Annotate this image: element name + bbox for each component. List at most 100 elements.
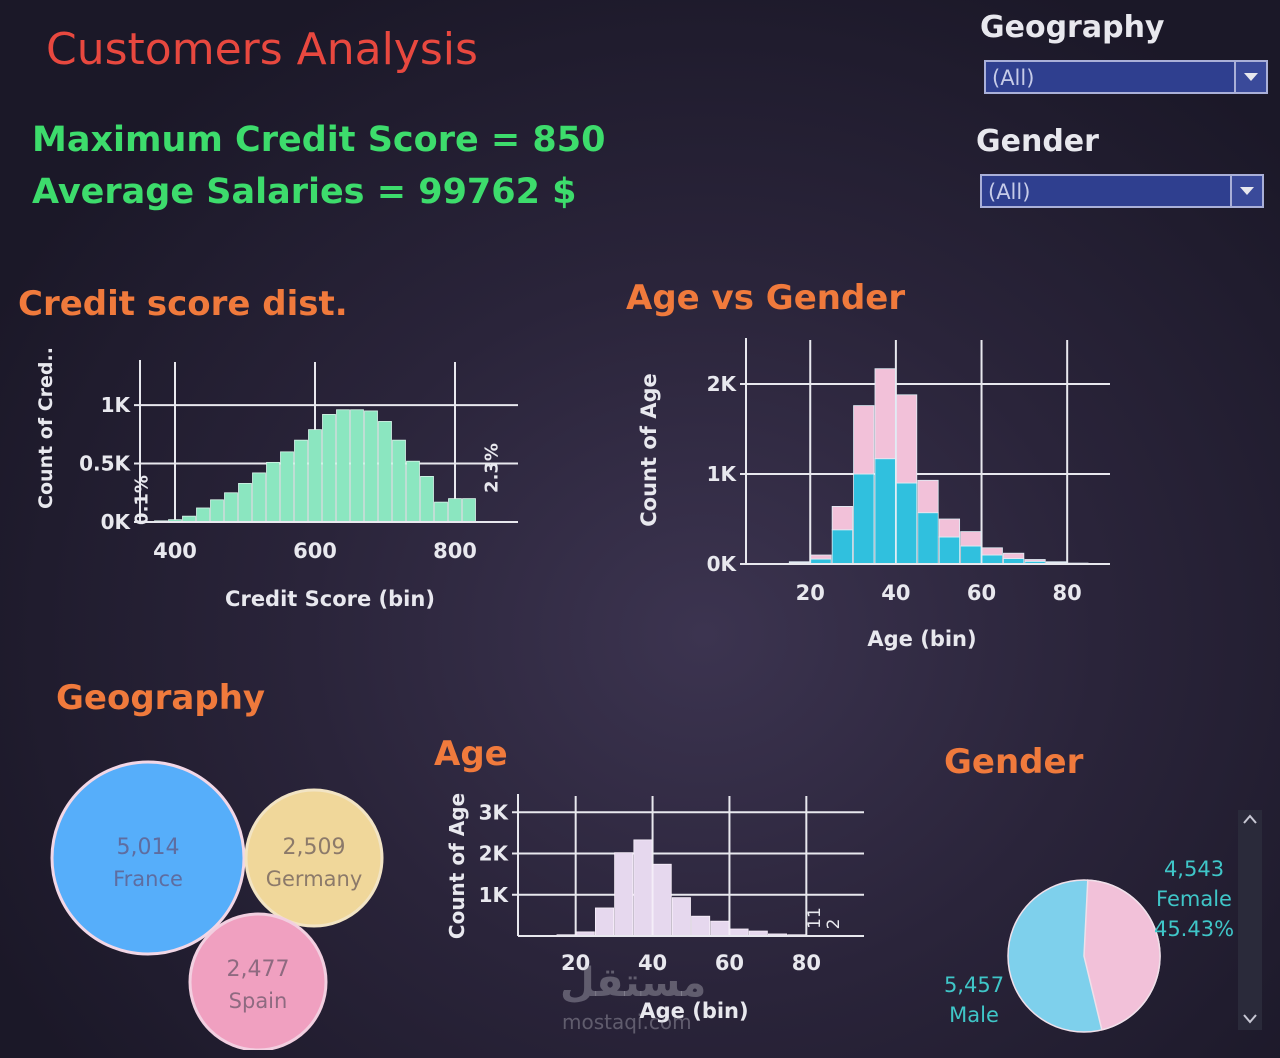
y-tick-label: 2K xyxy=(707,372,738,396)
histogram-bar[interactable] xyxy=(280,451,294,523)
histogram-bar[interactable] xyxy=(434,501,448,523)
age-y-axis-label: Count of Age xyxy=(445,793,469,939)
x-tick-label: 400 xyxy=(153,539,197,563)
gender-dropdown-button[interactable] xyxy=(1230,176,1262,206)
male-bar[interactable] xyxy=(874,458,896,565)
scroll-down-icon[interactable] xyxy=(1243,1014,1257,1024)
female-bar[interactable] xyxy=(810,554,832,560)
x-tick-label: 80 xyxy=(1053,581,1082,605)
histogram-bar[interactable] xyxy=(691,915,711,937)
bubble-spain[interactable] xyxy=(188,912,328,1050)
y-tick-label: 0K xyxy=(707,552,738,576)
max-credit-score-kpi: Maximum Credit Score = 850 xyxy=(32,120,606,160)
watermark-arabic: مستقل xyxy=(560,960,707,1006)
geography-bubble-chart[interactable]: 5,014 France 2,509 Germany 2,477 Spain xyxy=(40,750,400,1050)
male-bar[interactable] xyxy=(981,554,1003,565)
histogram-bar[interactable] xyxy=(308,429,322,523)
female-bar[interactable] xyxy=(938,518,961,538)
histogram-bar[interactable] xyxy=(462,498,476,523)
histogram-bar[interactable] xyxy=(350,409,364,523)
y-tick-label: 0.5K xyxy=(79,452,131,476)
male-bar[interactable] xyxy=(938,536,961,565)
female-count: 4,543 xyxy=(1164,857,1224,881)
male-bar[interactable] xyxy=(895,482,918,565)
bubble-germany[interactable] xyxy=(244,788,384,928)
age-vs-gender-histogram[interactable]: Count of Age 20 40 60 80 0K 1K 2K Age (bin) xyxy=(630,330,1130,660)
histogram-bar[interactable] xyxy=(392,439,406,523)
x-tick-label: 80 xyxy=(792,951,821,975)
male-bar[interactable] xyxy=(960,545,982,565)
x-tick-label: 800 xyxy=(433,539,477,563)
female-slice[interactable] xyxy=(1083,879,1161,1031)
average-salary-kpi: Average Salaries = 99762 $ xyxy=(32,172,577,212)
y-tick-label: 1K xyxy=(101,393,132,417)
male-bar[interactable] xyxy=(917,512,939,565)
y-tick-label: 1K xyxy=(707,462,738,486)
female-bar[interactable] xyxy=(853,405,875,475)
chevron-down-icon xyxy=(1244,73,1258,81)
y-tick-label: 1K xyxy=(479,883,510,907)
watermark-latin: mostaqi.com xyxy=(562,1010,692,1034)
female-bar[interactable] xyxy=(1024,559,1046,562)
female-bar[interactable] xyxy=(1045,561,1068,564)
male-bar[interactable] xyxy=(831,529,853,565)
age-section-title: Age xyxy=(434,734,508,774)
page-title: Customers Analysis xyxy=(46,24,478,75)
histogram-bar[interactable] xyxy=(710,920,730,937)
age-bin-count-label: 11 xyxy=(805,907,825,929)
female-bar[interactable] xyxy=(960,531,982,547)
bubble-france[interactable] xyxy=(50,760,246,956)
x-tick-label: 20 xyxy=(561,951,590,975)
histogram-bar[interactable] xyxy=(652,863,672,937)
histogram-bar[interactable] xyxy=(594,907,615,937)
female-bar[interactable] xyxy=(831,505,853,531)
geography-filter-dropdown[interactable]: (All) xyxy=(984,60,1268,94)
histogram-bar[interactable] xyxy=(210,499,224,523)
male-bar[interactable] xyxy=(853,473,875,565)
y-tick-label: 2K xyxy=(479,842,510,866)
gender-filter-dropdown[interactable]: (All) xyxy=(980,174,1264,208)
histogram-bar[interactable] xyxy=(364,410,378,523)
histogram-bar[interactable] xyxy=(196,507,210,523)
histogram-bar[interactable] xyxy=(322,414,336,523)
credit-score-histogram[interactable]: Count of Cred.. 400 600 800 0K 0.5K 1K 0.1% 2.3… xyxy=(20,340,540,630)
histogram-bar[interactable] xyxy=(614,852,634,937)
x-tick-label: 40 xyxy=(638,951,667,975)
male-count: 5,457 xyxy=(944,973,1004,997)
histogram-bar[interactable] xyxy=(224,492,238,523)
bubble-germany-label: Germany xyxy=(266,867,363,891)
histogram-bar[interactable] xyxy=(633,839,653,937)
geography-filter-value: (All) xyxy=(992,66,1035,90)
female-bar[interactable] xyxy=(1003,552,1025,559)
histogram-bar[interactable] xyxy=(238,483,252,523)
histogram-bar[interactable] xyxy=(378,421,392,523)
histogram-bar[interactable] xyxy=(252,472,266,523)
histogram-bar[interactable] xyxy=(671,897,691,937)
histogram-bar[interactable] xyxy=(406,460,420,523)
age-histogram[interactable]: Count of Age 20 40 60 80 1K 2K 3K 11 2 Age (bin) xyxy=(440,790,880,1030)
histogram-bar[interactable] xyxy=(448,498,462,523)
x-tick-label: 60 xyxy=(715,951,744,975)
female-bar[interactable] xyxy=(917,479,939,514)
bubble-germany-value: 2,509 xyxy=(283,835,346,860)
geography-dropdown-button[interactable] xyxy=(1234,62,1266,92)
gender-filter-value: (All) xyxy=(988,180,1031,204)
female-bar[interactable] xyxy=(981,547,1003,556)
histogram-bar[interactable] xyxy=(729,928,749,937)
credit-low-percent-label: 0.1% xyxy=(132,475,153,525)
female-bar[interactable] xyxy=(788,561,811,564)
female-label: Female xyxy=(1156,887,1232,911)
histogram-bar[interactable] xyxy=(336,409,350,523)
histogram-bar[interactable] xyxy=(294,439,308,523)
female-bar[interactable] xyxy=(874,368,896,460)
scroll-up-icon[interactable] xyxy=(1243,814,1257,824)
histogram-bar[interactable] xyxy=(266,461,280,523)
bubble-spain-label: Spain xyxy=(229,989,288,1013)
y-tick-label: 3K xyxy=(479,800,510,824)
female-bar[interactable] xyxy=(895,394,918,484)
vertical-scrollbar[interactable] xyxy=(1238,810,1262,1030)
histogram-bar[interactable] xyxy=(420,475,434,523)
geography-filter-label: Geography xyxy=(980,10,1165,45)
gender-pie-chart[interactable]: 4,543 Female 45.43% 5,457 Male xyxy=(938,850,1238,1050)
x-tick-label: 40 xyxy=(881,581,910,605)
